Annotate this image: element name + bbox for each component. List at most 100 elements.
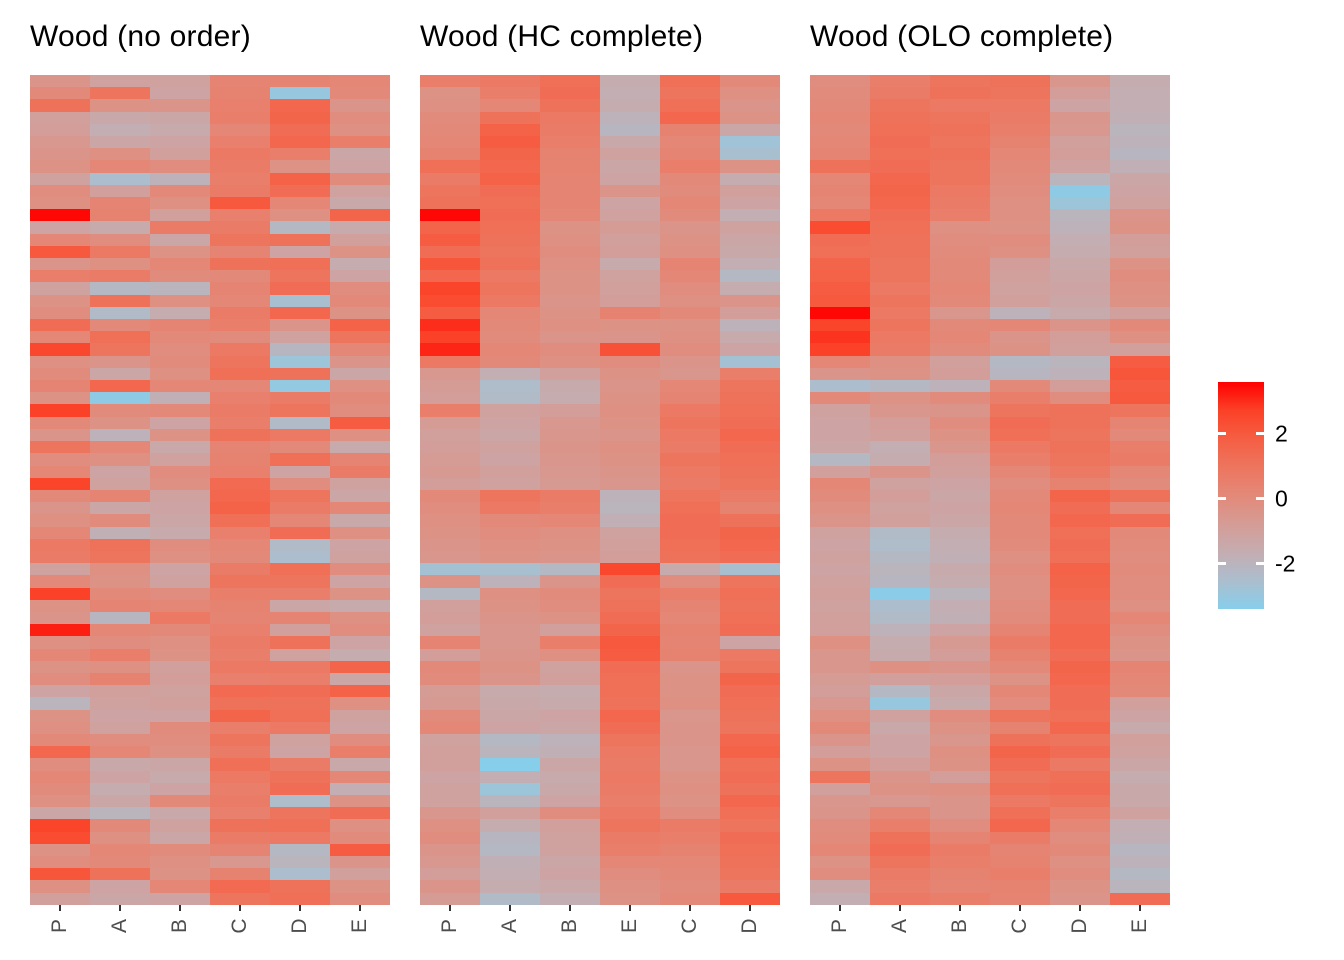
heatmap-row: [420, 245, 780, 259]
heatmap-cell: [540, 733, 600, 747]
heatmap-cell: [540, 843, 600, 856]
heatmap-cell: [930, 611, 990, 625]
heatmap-row: [420, 880, 780, 893]
heatmap-cell: [30, 319, 90, 332]
heatmap-cell: [90, 746, 150, 759]
heatmap-cell: [90, 502, 150, 515]
heatmap-cell: [210, 868, 270, 881]
heatmap-cell: [480, 636, 540, 649]
heatmap-cell: [660, 209, 720, 222]
heatmap-row: [420, 428, 780, 442]
heatmap-cell: [660, 136, 720, 149]
heatmap-cell: [330, 880, 390, 893]
heatmap-cell: [330, 111, 390, 124]
heatmap-cell: [720, 428, 780, 442]
heatmap-cell: [930, 87, 990, 100]
heatmap-row: [420, 184, 780, 198]
heatmap-cell: [1050, 441, 1110, 454]
heatmap-cell: [210, 782, 270, 795]
heatmap-cell: [660, 599, 720, 612]
heatmap-cell: [1110, 282, 1170, 295]
heatmap-cell: [810, 416, 870, 429]
heatmap-cell: [540, 514, 600, 527]
heatmap-cell: [930, 733, 990, 747]
heatmap-row: [810, 721, 1170, 734]
heatmap-cell: [660, 441, 720, 454]
heatmap-cell: [660, 770, 720, 783]
heatmap-cell: [810, 282, 870, 295]
heatmap-cell: [150, 660, 210, 673]
heatmap-cell: [1050, 294, 1110, 307]
heatmap-cell: [150, 502, 210, 515]
heatmap-cell: [420, 575, 480, 588]
heatmap-cell: [90, 465, 150, 478]
heatmap-cell: [270, 258, 330, 271]
heatmap-cell: [720, 294, 780, 307]
heatmap-cell: [990, 319, 1050, 332]
heatmap-row: [810, 489, 1170, 503]
heatmap-cell: [330, 343, 390, 356]
heatmap-cell: [420, 331, 480, 344]
heatmap-cell: [1050, 526, 1110, 539]
heatmap-cell: [270, 856, 330, 869]
heatmap-cell: [870, 75, 930, 88]
heatmap-row: [30, 416, 390, 429]
heatmap-row: [30, 172, 390, 185]
heatmap-row: [810, 477, 1170, 490]
heatmap-row: [420, 648, 780, 661]
heatmap-row: [810, 880, 1170, 893]
heatmap-cell: [30, 611, 90, 625]
x-axis-label: P: [828, 919, 851, 934]
heatmap-cell: [480, 367, 540, 381]
heatmap-cell: [870, 331, 930, 344]
heatmap-cell: [420, 197, 480, 210]
heatmap-cell: [930, 831, 990, 844]
heatmap-cell: [270, 831, 330, 844]
heatmap-row: [30, 136, 390, 149]
heatmap-cell: [720, 99, 780, 112]
heatmap-cell: [720, 611, 780, 625]
heatmap-cell: [420, 87, 480, 100]
heatmap-cell: [930, 465, 990, 478]
heatmap-cell: [870, 538, 930, 551]
heatmap-row: [30, 831, 390, 844]
heatmap-row: [810, 843, 1170, 856]
heatmap-cell: [1110, 685, 1170, 698]
heatmap-cell: [1050, 563, 1110, 576]
heatmap-cell: [540, 575, 600, 588]
heatmap-cell: [930, 392, 990, 405]
heatmap-cell: [540, 685, 600, 698]
heatmap-cell: [870, 123, 930, 137]
heatmap-cell: [660, 160, 720, 173]
heatmap-row: [30, 660, 390, 673]
heatmap-cell: [210, 575, 270, 588]
heatmap-cell: [930, 380, 990, 393]
heatmap-cell: [420, 172, 480, 185]
heatmap-cell: [540, 538, 600, 551]
heatmap-cell: [210, 892, 270, 905]
heatmap-cell: [210, 477, 270, 490]
heatmap-cell: [930, 367, 990, 381]
x-axis-tick: [449, 905, 451, 911]
heatmap-cell: [540, 672, 600, 686]
heatmap-cell: [150, 404, 210, 417]
heatmap-cell: [600, 245, 660, 259]
x-axis-label: B: [168, 919, 191, 934]
heatmap-cell: [870, 697, 930, 710]
heatmap-cell: [660, 672, 720, 686]
heatmap-cell: [480, 172, 540, 185]
heatmap-cell: [870, 160, 930, 173]
heatmap-cell: [720, 233, 780, 246]
heatmap-cell: [150, 880, 210, 893]
heatmap-cell: [270, 685, 330, 698]
heatmap-cell: [420, 428, 480, 442]
heatmap-cell: [600, 648, 660, 661]
colorbar-legend: 2 0 -2: [1218, 382, 1295, 609]
heatmap-row: [420, 111, 780, 124]
heatmap-row: [420, 721, 780, 734]
heatmap-cell: [270, 550, 330, 564]
heatmap-cell: [540, 416, 600, 429]
heatmap-cell: [480, 184, 540, 198]
